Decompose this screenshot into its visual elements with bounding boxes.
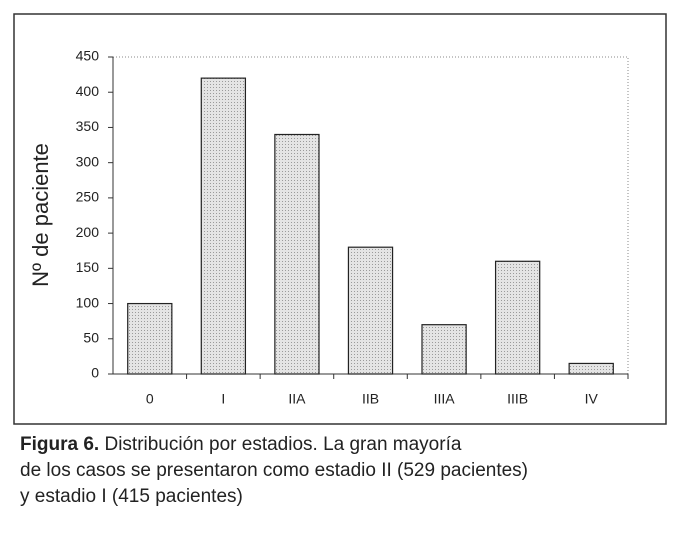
bar [274,133,320,375]
bar [200,77,247,375]
y-tick-label: 250 [76,189,100,205]
x-tick-label: 0 [146,391,154,407]
y-tick-label: 450 [76,48,100,64]
caption-line: y estadio I (415 pacientes) [20,486,243,507]
caption-label: Figura 6. [20,434,100,455]
caption-text: Distribución por estadios. La gran mayor… [104,434,462,455]
bar [421,324,467,375]
y-tick-label: 300 [76,153,100,169]
frame [13,13,667,425]
y-tick-label: 50 [83,329,99,345]
caption-line: de los casos se presentaron como estadio… [20,460,529,481]
bar [568,362,614,375]
y-tick-label: 100 [76,294,100,310]
caption-line: Figura 6. Distribución por estadios. La … [20,432,528,458]
bar [494,260,541,375]
x-tick-label: IV [585,391,599,407]
x-tick-label: I [221,391,225,407]
y-tick-label: 200 [76,224,100,240]
x-tick-label: IIB [362,391,379,407]
y-tick-label: 150 [76,259,100,275]
y-tick-label: 350 [76,118,100,134]
x-tick-label: IIIB [507,391,528,407]
y-tick-label: 0 [91,365,99,381]
bar [347,246,394,375]
x-tick-label: IIA [288,391,306,407]
y-axis-label: Nº de paciente [28,143,53,287]
caption: Figura 6. Distribución por estadios. La … [20,432,528,510]
chart: Nº de paciente 0 50 100 150 200 250 300 350 400 4… [13,13,667,425]
x-tick-label: IIIA [434,391,456,407]
y-tick-label: 400 [76,83,100,99]
bar [127,302,173,375]
